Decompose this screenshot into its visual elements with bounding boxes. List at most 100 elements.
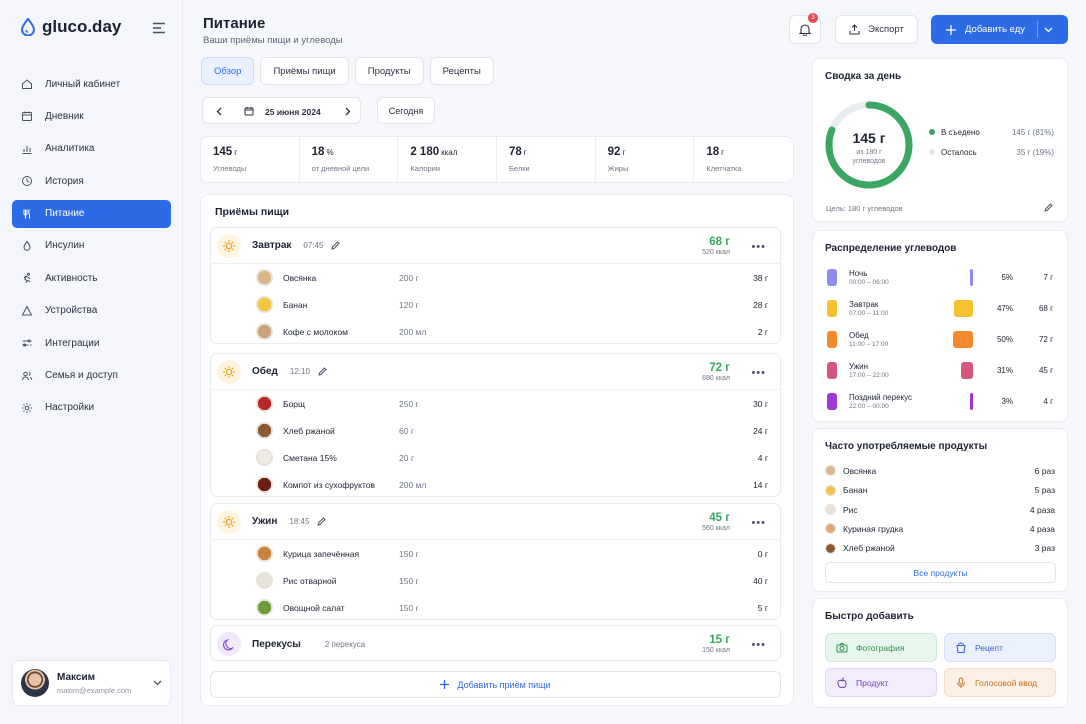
stat-unit: г	[523, 148, 527, 157]
stat-unit: %	[326, 148, 334, 157]
gear-icon	[22, 402, 32, 413]
frequent-item[interactable]: Рис 4 раза	[825, 500, 1055, 520]
tab-products[interactable]: Продукты	[354, 57, 424, 85]
app-logo[interactable]: gluco.day	[20, 17, 121, 37]
sidebar-item-diary[interactable]: Дневник	[12, 102, 171, 130]
home-icon	[22, 79, 32, 89]
meal-totals: 68 г 520 ккал	[702, 236, 730, 256]
food-row[interactable]: Сметана 15% 20 г 4 г	[211, 444, 780, 471]
chevron-down-icon[interactable]	[1044, 27, 1053, 33]
edit-meal-icon[interactable]	[331, 241, 341, 250]
frequent-item[interactable]: Хлеб ржаной 3 раз	[825, 539, 1055, 559]
tab-meals[interactable]: Приёмы пищи	[260, 57, 349, 85]
food-icon	[256, 269, 273, 286]
edit-goal-icon[interactable]	[1044, 203, 1053, 212]
frequent-item[interactable]: Овсянка 6 раз	[825, 461, 1055, 481]
food-row[interactable]: Банан 120 г 28 г	[211, 291, 780, 318]
sidebar-item-personal[interactable]: Личный кабинет	[12, 70, 171, 98]
product-icon	[825, 465, 836, 477]
distribution-row: Ночь 00:00 – 06:00 5% 7 г	[827, 267, 1053, 291]
food-row[interactable]: Рис отварной 150 г 40 г	[211, 567, 780, 594]
sidebar-item-history[interactable]: История	[12, 167, 171, 195]
period-color	[827, 269, 837, 286]
more-icon[interactable]: •••	[751, 517, 766, 529]
sidebar-item-nutrition[interactable]: Питание	[12, 199, 171, 228]
sidebar-item-label: Настройки	[45, 402, 95, 414]
more-icon[interactable]: •••	[751, 639, 766, 651]
notification-badge: 3	[808, 13, 818, 23]
food-row[interactable]: Компот из сухофруктов 200 мл 14 г	[211, 471, 780, 498]
chevron-right-icon[interactable]	[345, 107, 351, 116]
meal-carbs: 45 г	[709, 511, 730, 524]
stat-label: Жиры	[607, 164, 629, 173]
period-grams: 68 г	[1038, 304, 1053, 313]
all-products-button[interactable]: Все продукты	[825, 562, 1056, 583]
product-icon	[825, 504, 836, 516]
meal-header[interactable]: Завтрак 07:45 68 г 520 ккал •••	[211, 228, 780, 264]
sidebar-item-devices[interactable]: Устройства	[12, 297, 171, 325]
meal-carbs: 15 г	[709, 634, 730, 646]
food-icon	[256, 476, 273, 493]
drop-icon	[23, 240, 31, 251]
quick-add-label: Голосовой ввод	[975, 677, 1038, 688]
stat-5: 18 г Клетчатка	[694, 137, 793, 182]
tab-recipes[interactable]: Рецепты	[429, 57, 494, 85]
sidebar-nav: Личный кабинет Дневник Аналитика История Пит…	[12, 70, 171, 426]
sidebar-item-settings[interactable]: Настройки	[12, 394, 171, 422]
quick-add-product-button[interactable]: Продукт	[825, 668, 937, 697]
quick-add-card: Быстро добавить Фотография Рецепт Продукт Г…	[812, 598, 1068, 708]
meal-name: Обед	[252, 366, 278, 377]
quick-add-photo-button[interactable]: Фотография	[825, 633, 937, 662]
food-row[interactable]: Хлеб ржаной 60 г 24 г	[211, 417, 780, 444]
more-icon[interactable]: •••	[751, 367, 766, 379]
sidebar-item-label: Интеграции	[45, 337, 100, 349]
meal-header[interactable]: Обед 12:10 72 г 680 ккал •••	[211, 354, 780, 390]
sidebar-item-activity[interactable]: Активность	[12, 264, 171, 292]
tab-overview[interactable]: Обзор	[201, 57, 255, 85]
quick-add-label: Рецепт	[975, 642, 1004, 653]
clock-icon	[22, 176, 32, 187]
user-name: Максим	[57, 671, 95, 683]
more-icon[interactable]: •••	[751, 241, 766, 253]
quick-add-recipe-button[interactable]: Рецепт	[944, 633, 1056, 662]
notifications-button[interactable]: 3	[789, 13, 821, 44]
edit-meal-icon[interactable]	[318, 367, 327, 376]
period-name: Ужин	[849, 362, 869, 371]
period-bar	[970, 393, 973, 410]
edit-meal-icon[interactable]	[317, 517, 327, 526]
apple-icon	[837, 677, 847, 688]
current-date[interactable]: 25 июня 2024	[265, 107, 321, 117]
meal-header[interactable]: Перекусы 2 перекуса 15 г 150 ккал •••	[211, 626, 780, 662]
quick-add-voice-button[interactable]: Голосовой ввод	[944, 668, 1056, 697]
period-range: 07:00 – 11:00	[849, 310, 889, 317]
product-name: Рис	[843, 504, 858, 515]
frequent-item[interactable]: Банан 5 раз	[825, 480, 1055, 500]
meal-kcal: 560 ккал	[702, 524, 730, 532]
export-button[interactable]: Экспорт	[835, 15, 918, 44]
food-row[interactable]: Борщ 250 г 30 г	[211, 390, 780, 417]
eaten-label: В съедено	[941, 128, 980, 137]
menu-toggle-icon[interactable]	[152, 22, 166, 34]
food-row[interactable]: Кофе с молоком 200 мл 2 г	[211, 318, 780, 345]
food-carbs: 5 г	[757, 602, 768, 613]
food-row[interactable]: Овощной салат 150 г 5 г	[211, 594, 780, 621]
chevron-left-icon[interactable]	[216, 107, 222, 116]
meal-card: Ужин 18:45 45 г 560 ккал ••• Курица запечённа…	[210, 503, 781, 620]
sidebar-item-analytics[interactable]: Аналитика	[12, 135, 171, 163]
add-meal-button[interactable]: Добавить приём пищи	[210, 671, 781, 698]
food-row[interactable]: Овсянка 200 г 38 г	[211, 264, 780, 291]
meal-totals: 45 г 560 ккал	[702, 512, 730, 532]
add-food-button[interactable]: Добавить еду	[931, 15, 1068, 44]
user-menu[interactable]: Максим maxim@example.com	[12, 660, 171, 706]
stat-value: 92	[607, 146, 621, 158]
frequent-item[interactable]: Куриная грудка 4 раза	[825, 519, 1055, 539]
period-bar	[970, 269, 973, 286]
sidebar-item-family[interactable]: Семья и доступ	[12, 362, 171, 390]
mic-icon	[957, 677, 965, 688]
today-button[interactable]: Сегодня	[377, 97, 435, 124]
period-name: Завтрак	[849, 300, 879, 309]
food-row[interactable]: Курица запечённая 150 г 0 г	[211, 540, 780, 567]
sidebar-item-insulin[interactable]: Инсулин	[12, 232, 171, 260]
meal-header[interactable]: Ужин 18:45 45 г 560 ккал •••	[211, 504, 780, 540]
sidebar-item-integrations[interactable]: Интеграции	[12, 329, 171, 357]
